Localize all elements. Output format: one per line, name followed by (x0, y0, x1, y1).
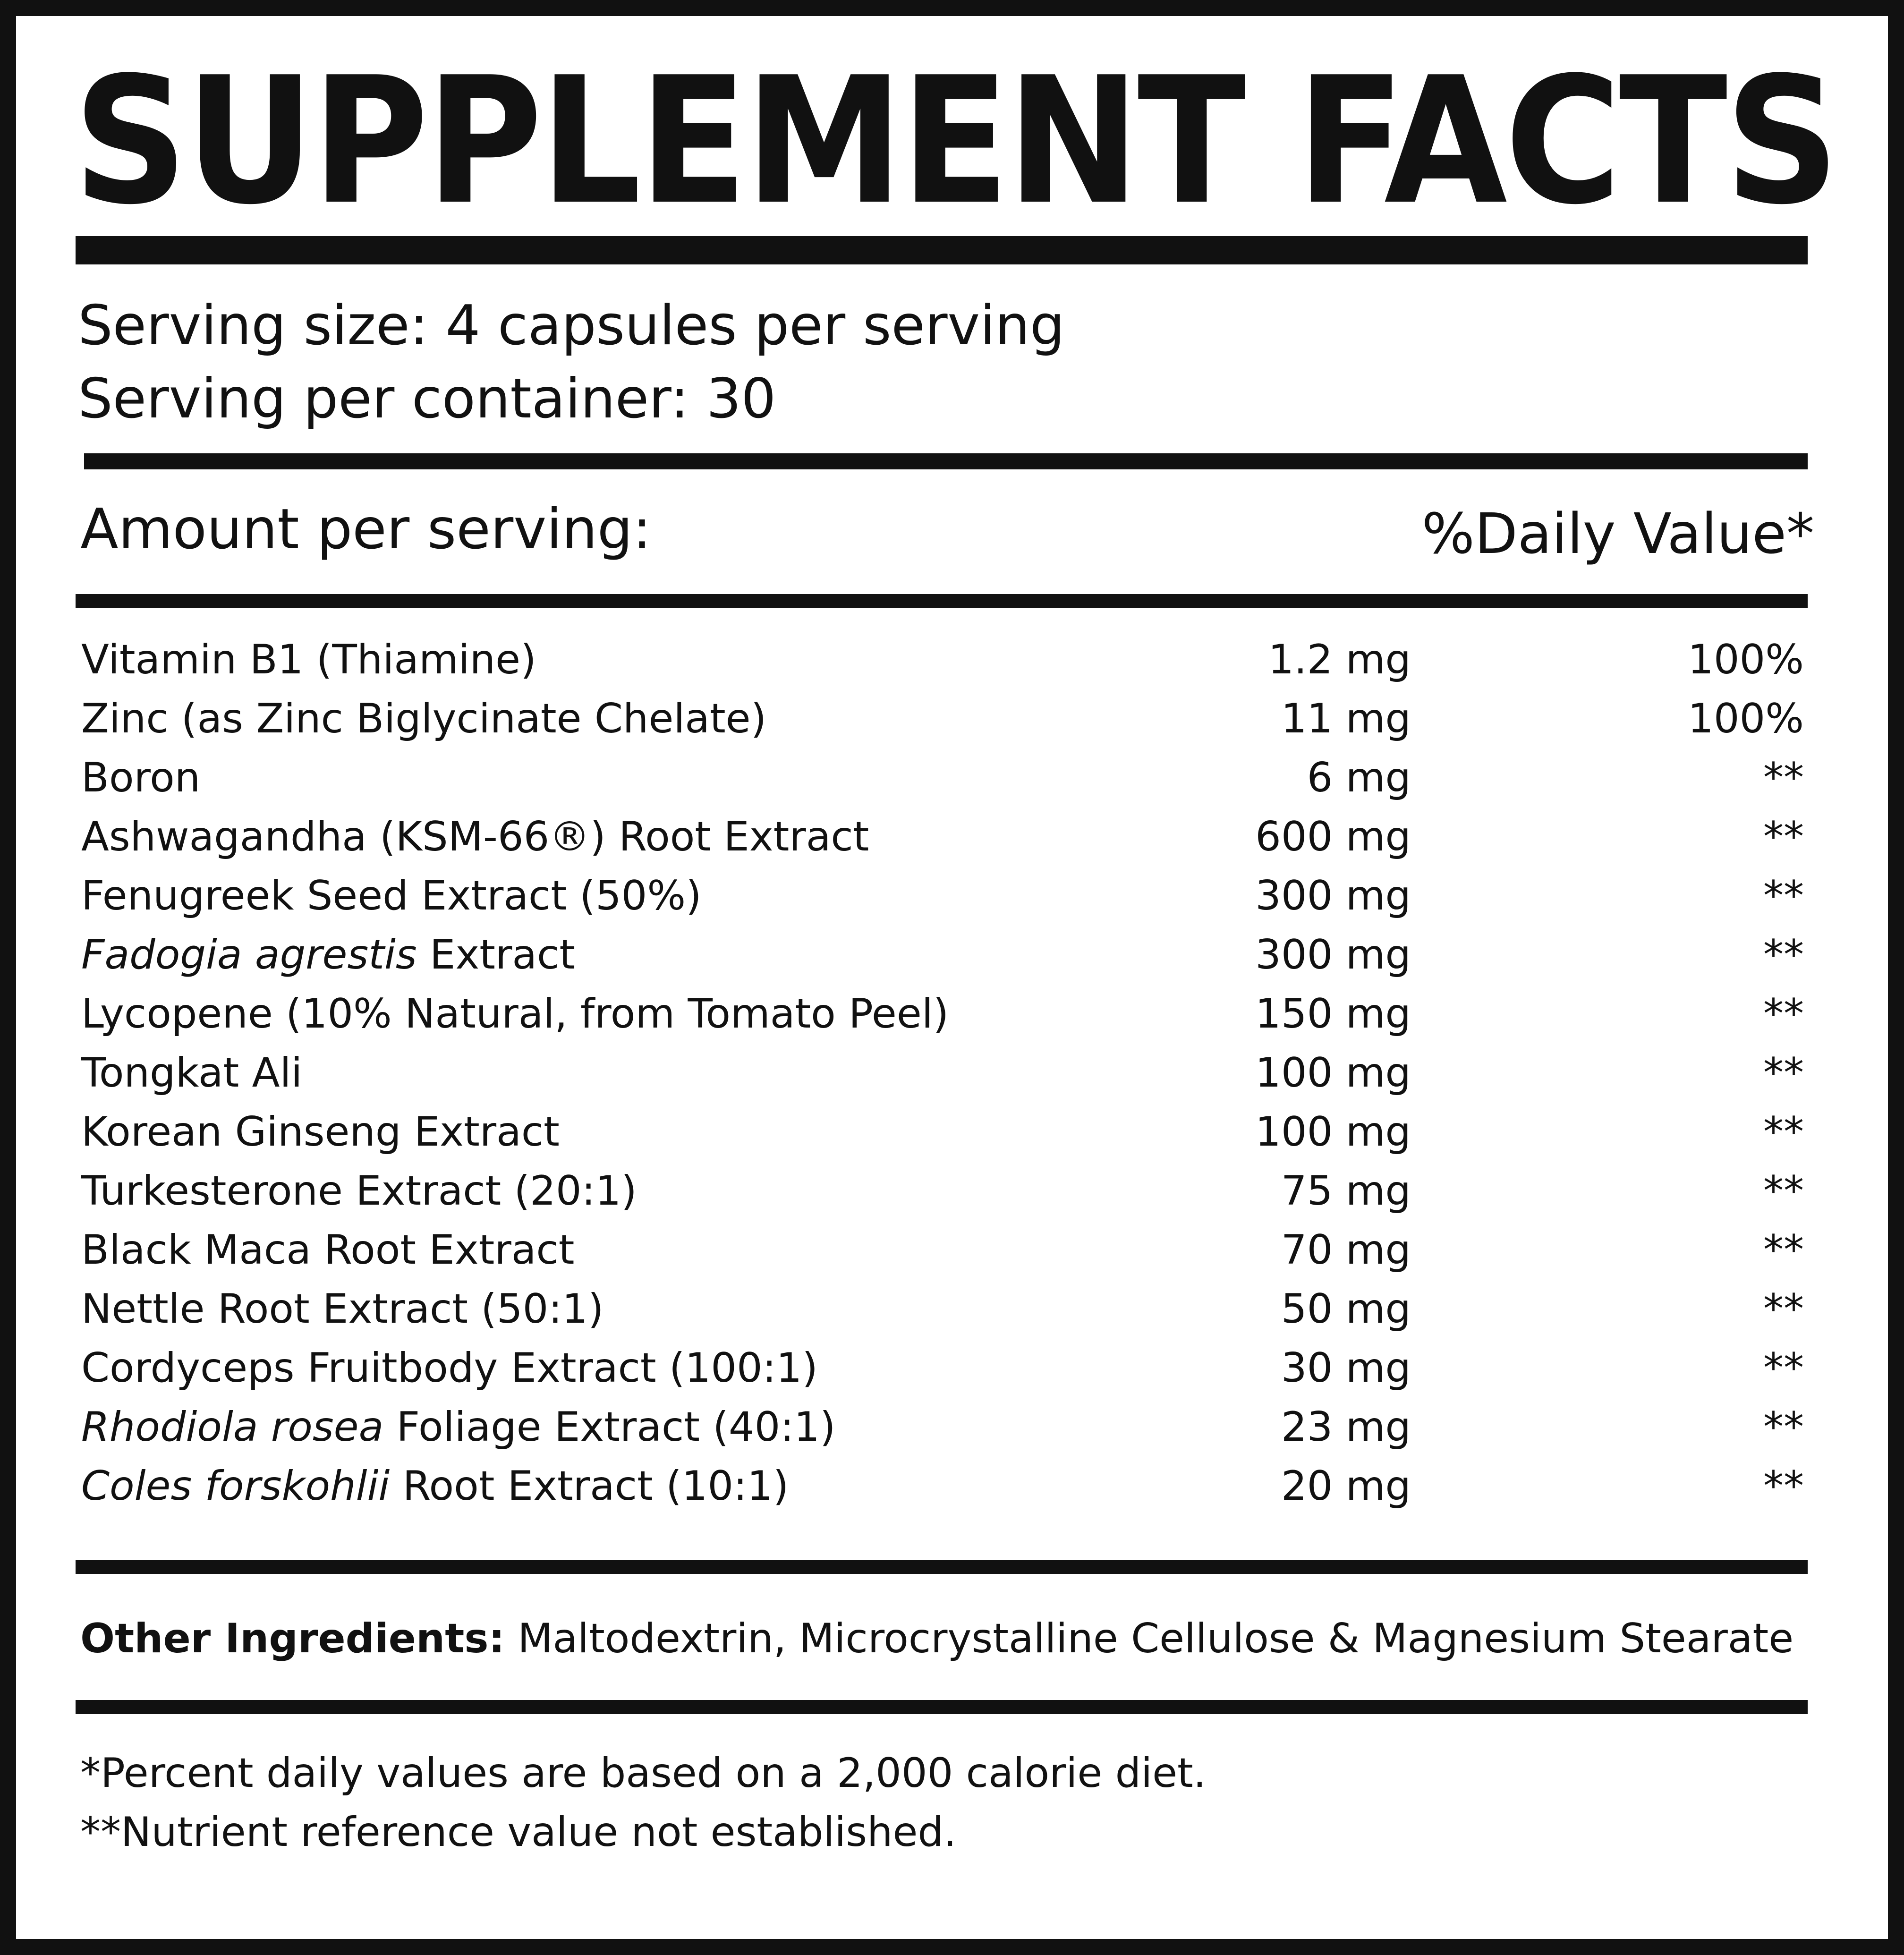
table-divider (76, 1560, 1808, 1574)
amount-per-serving-header: Amount per serving: (80, 496, 652, 561)
ingredient-name: Ashwagandha (KSM-66®) Root Extract (81, 808, 869, 867)
ingredient-row: Vitamin B1 (Thiamine) 1.2 mg 100% (81, 630, 1804, 689)
ingredient-row: Cordyceps Fruitbody Extract (100:1) 30 mg… (81, 1339, 1804, 1398)
ingredient-amount: 100 mg (1255, 1049, 1411, 1096)
ingredient-name: Lycopene (10% Natural, from Tomato Peel) (81, 985, 949, 1044)
ingredient-name: Boron (81, 748, 200, 808)
other-ingredients: Other Ingredients: Maltodextrin, Microcr… (80, 1608, 1794, 1669)
ingredient-name: Korean Ginseng Extract (81, 1103, 560, 1162)
ingredient-amount: 11 mg (1281, 695, 1411, 742)
other-ingredients-divider (76, 1700, 1808, 1714)
ingredient-row: Boron 6 mg ** (81, 748, 1804, 808)
ingredient-amount: 30 mg (1281, 1344, 1411, 1392)
ingredient-amount: 100 mg (1255, 1108, 1411, 1156)
ingredient-name-text: Fenugreek Seed Extract (50%) (81, 872, 702, 919)
ingredient-name-text: Black Maca Root Extract (81, 1226, 575, 1274)
ingredient-row: Nettle Root Extract (50:1) 50 mg ** (81, 1280, 1804, 1339)
ingredient-name-text: Root Extract (10:1) (390, 1462, 789, 1510)
ingredient-name: Vitamin B1 (Thiamine) (81, 630, 536, 689)
ingredient-amount: 300 mg (1255, 931, 1411, 978)
ingredient-daily-value: ** (1763, 1167, 1804, 1215)
ingredient-name-text: Nettle Root Extract (50:1) (81, 1285, 604, 1333)
servings-per-container: Serving per container: 30 (78, 367, 776, 431)
ingredient-row: Lycopene (10% Natural, from Tomato Peel)… (81, 985, 1804, 1044)
ingredient-name-text: Zinc (as Zinc Biglycinate Chelate) (81, 695, 767, 742)
ingredient-daily-value: ** (1763, 813, 1804, 860)
daily-value-header: %Daily Value* (1421, 501, 1814, 566)
ingredient-amount: 23 mg (1281, 1403, 1411, 1451)
ingredient-table: Vitamin B1 (Thiamine) 1.2 mg 100% Zinc (as … (81, 630, 1804, 1516)
ingredient-name: Nettle Root Extract (50:1) (81, 1280, 604, 1339)
ingredient-name: Fenugreek Seed Extract (50%) (81, 867, 702, 926)
ingredient-name-italic: Rhodiola rosea (81, 1403, 384, 1451)
ingredient-name-text: Tongkat Ali (81, 1049, 303, 1096)
ingredient-daily-value: ** (1763, 872, 1804, 919)
ingredient-amount: 600 mg (1255, 813, 1411, 860)
serving-divider (84, 453, 1808, 469)
ingredient-row: Tongkat Ali 100 mg ** (81, 1044, 1804, 1103)
label-title: SUPPLEMENT FACTS (73, 40, 1839, 243)
ingredient-amount: 50 mg (1281, 1285, 1411, 1333)
ingredient-daily-value: ** (1763, 1285, 1804, 1333)
ingredient-name: Fadogia agrestis Extract (81, 926, 575, 985)
ingredient-row: Fadogia agrestis Extract 300 mg ** (81, 926, 1804, 985)
ingredient-amount: 70 mg (1281, 1226, 1411, 1274)
ingredient-name-text: Ashwagandha (KSM-66®) Root Extract (81, 813, 869, 860)
ingredient-name-text: Boron (81, 754, 201, 801)
ingredient-amount: 1.2 mg (1268, 636, 1411, 683)
ingredient-daily-value: ** (1763, 1344, 1804, 1392)
ingredient-row: Korean Ginseng Extract 100 mg ** (81, 1103, 1804, 1162)
ingredient-daily-value: ** (1763, 754, 1804, 801)
ingredient-row: Ashwagandha (KSM-66®) Root Extract 600 mg… (81, 808, 1804, 867)
ingredient-name-text: Turkesterone Extract (20:1) (81, 1167, 637, 1215)
ingredient-name-text: Extract (416, 931, 576, 978)
header-divider (76, 594, 1808, 608)
other-ingredients-text: Maltodextrin, Microcrystalline Cellulose… (504, 1615, 1794, 1662)
other-ingredients-label: Other Ingredients: (80, 1615, 505, 1662)
ingredient-name-text: Vitamin B1 (Thiamine) (81, 636, 536, 683)
footnote-not-established: **Nutrient reference value not establish… (80, 1809, 957, 1856)
ingredient-amount: 300 mg (1255, 872, 1411, 919)
ingredient-row: Black Maca Root Extract 70 mg ** (81, 1221, 1804, 1280)
ingredient-name-italic: Fadogia agrestis (81, 931, 417, 978)
ingredient-name-text: Cordyceps Fruitbody Extract (100:1) (81, 1344, 818, 1392)
ingredient-amount: 6 mg (1307, 754, 1411, 801)
ingredient-row: Rhodiola rosea Foliage Extract (40:1) 23 … (81, 1398, 1804, 1457)
ingredient-daily-value: ** (1763, 990, 1804, 1037)
ingredient-daily-value: 100% (1688, 636, 1804, 683)
ingredient-daily-value: ** (1763, 931, 1804, 978)
ingredient-amount: 150 mg (1255, 990, 1411, 1037)
serving-size: Serving size: 4 capsules per serving (78, 294, 1065, 357)
ingredient-name: Zinc (as Zinc Biglycinate Chelate) (81, 689, 766, 748)
ingredient-name: Turkesterone Extract (20:1) (81, 1162, 637, 1221)
ingredient-daily-value: ** (1763, 1403, 1804, 1451)
ingredient-name: Rhodiola rosea Foliage Extract (40:1) (81, 1398, 836, 1457)
ingredient-row: Fenugreek Seed Extract (50%) 300 mg ** (81, 867, 1804, 926)
footnote-daily-values: *Percent daily values are based on a 2,0… (80, 1750, 1207, 1797)
ingredient-daily-value: ** (1763, 1226, 1804, 1274)
ingredient-row: Zinc (as Zinc Biglycinate Chelate) 11 mg 1… (81, 689, 1804, 748)
ingredient-name: Cordyceps Fruitbody Extract (100:1) (81, 1339, 818, 1398)
ingredient-daily-value: ** (1763, 1108, 1804, 1156)
ingredient-name: Tongkat Ali (81, 1044, 302, 1103)
ingredient-amount: 20 mg (1281, 1462, 1411, 1510)
ingredient-daily-value: ** (1763, 1462, 1804, 1510)
ingredient-name: Black Maca Root Extract (81, 1221, 574, 1280)
ingredient-row: Turkesterone Extract (20:1) 75 mg ** (81, 1162, 1804, 1221)
ingredient-daily-value: ** (1763, 1049, 1804, 1096)
title-divider (76, 236, 1808, 264)
ingredient-daily-value: 100% (1688, 695, 1804, 742)
ingredient-row: Coles forskohlii Root Extract (10:1) 20 m… (81, 1457, 1804, 1516)
ingredient-name-text: Foliage Extract (40:1) (383, 1403, 836, 1451)
ingredient-amount: 75 mg (1281, 1167, 1411, 1215)
ingredient-name: Coles forskohlii Root Extract (10:1) (81, 1457, 789, 1516)
ingredient-name-italic: Coles forskohlii (81, 1462, 390, 1510)
ingredient-name-text: Korean Ginseng Extract (81, 1108, 560, 1156)
ingredient-name-text: Lycopene (10% Natural, from Tomato Peel) (81, 990, 949, 1037)
